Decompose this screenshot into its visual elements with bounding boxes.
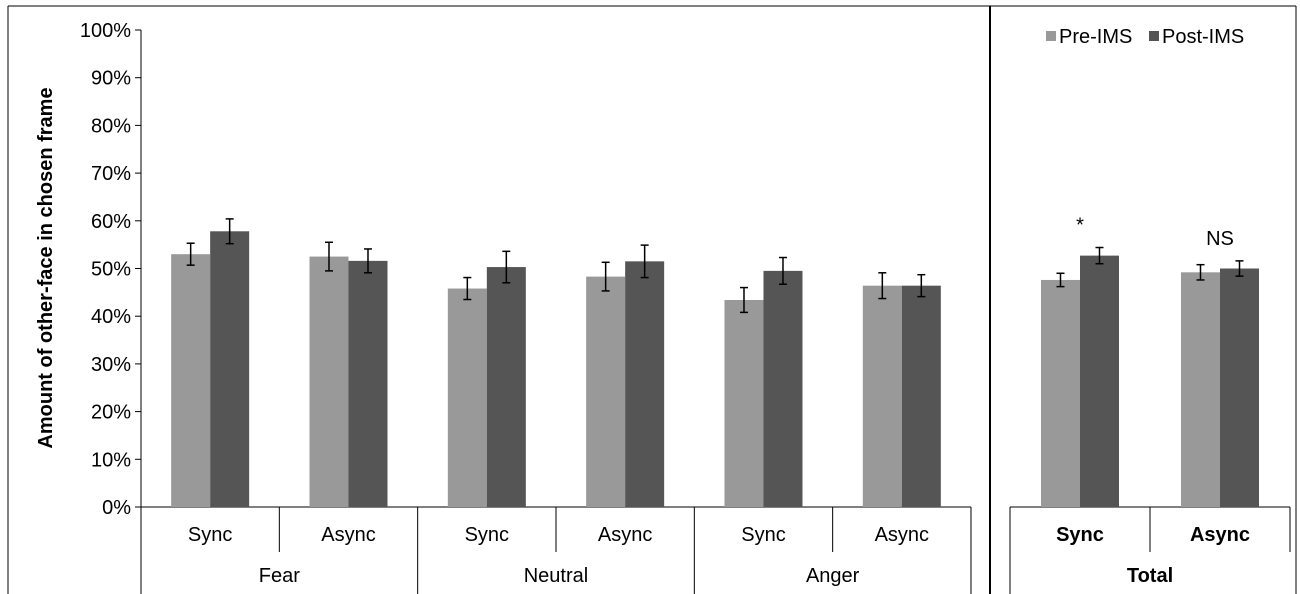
- x-subcategory-label: Sync: [188, 524, 232, 546]
- bar-pre-ims: [1181, 272, 1220, 507]
- y-tick-label: 100%: [80, 20, 131, 42]
- significance-annotation: *: [1076, 215, 1084, 237]
- y-tick-label: 50%: [91, 259, 131, 281]
- y-tick-label: 40%: [91, 306, 131, 328]
- bar-post-ims: [486, 267, 526, 507]
- x-subcategory-label: Async: [875, 524, 929, 546]
- x-subcategory-label: Async: [1190, 524, 1250, 546]
- x-subcategory-label: Sync: [465, 524, 509, 546]
- bar-pre-ims: [1041, 279, 1080, 507]
- x-group-label: Anger: [806, 565, 860, 587]
- bar-pre-ims: [724, 299, 764, 507]
- bar-pre-ims: [171, 254, 211, 507]
- bar-post-ims: [348, 260, 388, 507]
- legend-swatch-post-ims: [1149, 31, 1159, 41]
- bar-post-ims: [210, 231, 250, 507]
- bar-pre-ims: [862, 285, 902, 507]
- bar-post-ims: [1220, 268, 1259, 507]
- x-group-label: Fear: [259, 565, 300, 587]
- bar-pre-ims: [586, 276, 626, 507]
- x-group-label: Total: [1127, 565, 1173, 587]
- y-tick-label: 90%: [91, 68, 131, 90]
- legend-label: Pre-IMS: [1059, 26, 1132, 48]
- y-tick-label: 30%: [91, 354, 131, 376]
- y-tick-label: 10%: [91, 449, 131, 471]
- y-axis-title: Amount of other-face in chosen frame: [35, 87, 57, 448]
- y-tick-label: 0%: [102, 497, 131, 519]
- y-tick-label: 20%: [91, 402, 131, 424]
- y-tick-label: 80%: [91, 115, 131, 137]
- legend-label: Post-IMS: [1162, 26, 1244, 48]
- legend-swatch-pre-ims: [1046, 31, 1056, 41]
- bar-pre-ims: [309, 256, 349, 507]
- x-subcategory-label: Async: [598, 524, 652, 546]
- y-tick-label: 60%: [91, 211, 131, 233]
- bar-post-ims: [625, 261, 665, 507]
- y-tick-label: 70%: [91, 163, 131, 185]
- x-group-label: Neutral: [524, 565, 588, 587]
- x-subcategory-label: Async: [321, 524, 375, 546]
- significance-annotation: NS: [1206, 228, 1234, 250]
- x-subcategory-label: Sync: [1056, 524, 1104, 546]
- bar-post-ims: [901, 285, 941, 507]
- bar-post-ims: [763, 270, 803, 507]
- bar-pre-ims: [447, 288, 487, 507]
- bar-post-ims: [1080, 255, 1119, 507]
- x-subcategory-label: Sync: [741, 524, 785, 546]
